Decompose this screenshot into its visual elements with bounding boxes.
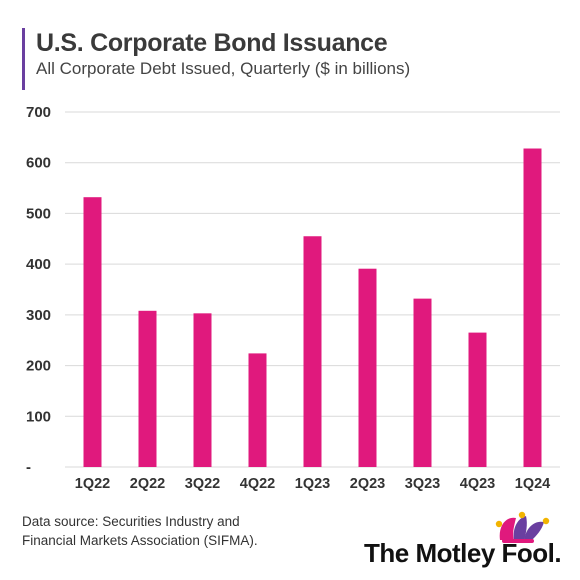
bar bbox=[83, 197, 102, 467]
y-tick-label: 100 bbox=[26, 408, 51, 425]
x-tick-label: 3Q22 bbox=[185, 476, 220, 492]
y-axis-ticks: - 100 200 300 400 500 600 700 bbox=[26, 104, 51, 476]
y-tick-label: 300 bbox=[26, 307, 51, 324]
bar bbox=[468, 332, 487, 467]
jester-cap-icon bbox=[495, 511, 550, 543]
x-tick-label: 1Q23 bbox=[295, 476, 330, 492]
y-tick-label: 400 bbox=[26, 256, 51, 273]
bar bbox=[303, 236, 322, 467]
x-tick-label: 2Q22 bbox=[130, 476, 165, 492]
x-tick-label: 4Q22 bbox=[240, 476, 275, 492]
y-tick-label: 500 bbox=[26, 205, 51, 222]
x-axis-ticks: 1Q22 2Q22 3Q22 4Q22 1Q23 2Q23 3Q23 4Q23 1Q24 bbox=[75, 476, 550, 492]
bar bbox=[193, 313, 212, 467]
y-tick-label: 200 bbox=[26, 358, 51, 375]
motley-fool-logo: The Motley Fool. bbox=[352, 508, 562, 570]
bar bbox=[413, 298, 432, 467]
chart-subtitle: All Corporate Debt Issued, Quarterly ($ … bbox=[36, 59, 411, 78]
x-tick-label: 1Q24 bbox=[515, 476, 550, 492]
logo-wordmark: The Motley Fool. bbox=[364, 538, 562, 568]
data-source-note: Data source: Securities Industry and Fin… bbox=[22, 512, 322, 550]
x-tick-label: 3Q23 bbox=[405, 476, 440, 492]
bar bbox=[248, 353, 267, 467]
x-tick-label: 2Q23 bbox=[350, 476, 385, 492]
source-line-1: Data source: Securities Industry and bbox=[22, 514, 240, 529]
title-accent-bar bbox=[22, 28, 25, 90]
x-tick-label: 1Q22 bbox=[75, 476, 110, 492]
bar bbox=[138, 310, 157, 467]
source-line-2: Financial Markets Association (SIFMA). bbox=[22, 533, 258, 548]
y-tick-label: 600 bbox=[26, 155, 51, 172]
bar-layer bbox=[83, 148, 542, 467]
bar bbox=[523, 148, 542, 467]
chart-title: U.S. Corporate Bond Issuance bbox=[36, 29, 388, 57]
y-tick-label: 700 bbox=[26, 104, 51, 121]
y-tick-label: - bbox=[26, 459, 31, 476]
bar bbox=[358, 268, 377, 467]
x-tick-label: 4Q23 bbox=[460, 476, 495, 492]
